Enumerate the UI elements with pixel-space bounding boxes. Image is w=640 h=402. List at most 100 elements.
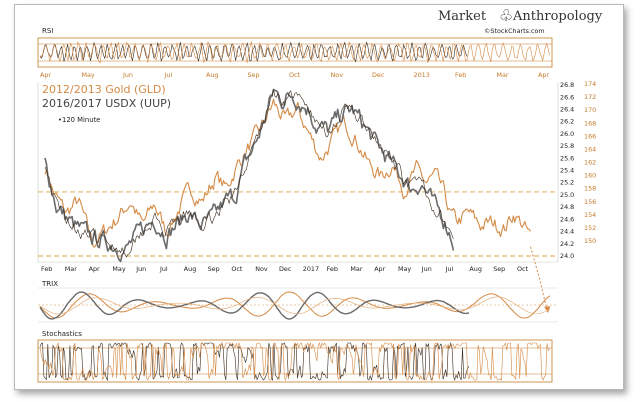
x-tick: 2017 xyxy=(303,265,319,273)
chart-card xyxy=(14,4,624,390)
gold-tick: 158 xyxy=(584,185,596,193)
usd-tick: 25.0 xyxy=(560,191,574,199)
trix-series xyxy=(39,291,551,320)
usd-tick: 24.6 xyxy=(560,215,574,223)
usd-tick: 25.4 xyxy=(560,167,574,175)
brand-left: Market xyxy=(438,9,487,24)
x-tick: Apr xyxy=(374,265,385,273)
main-panel: 26.8 26.6 26.4 26.2 26.0 25.8 25.6 25.4 25.2 25.0… xyxy=(37,80,596,313)
rsi-month: Sep xyxy=(248,71,260,79)
rsi-panel: RSI Apr May Jun Jul Aug Sep Oct Nov Dec 2013 Feb Ma… xyxy=(37,27,553,79)
usd-tick: 26.6 xyxy=(560,93,574,101)
x-tick: Jul xyxy=(445,265,454,273)
x-tick: Apr xyxy=(89,265,100,273)
rsi-series xyxy=(39,41,550,64)
stoch-frame xyxy=(37,339,553,383)
rsi-gold-line xyxy=(39,41,550,64)
rsi-month: May xyxy=(82,71,95,79)
projection-arrow-icon xyxy=(544,305,551,313)
x-tick: Mar xyxy=(65,265,77,273)
gold-tick: 156 xyxy=(584,198,596,206)
brand-credit: ©StockCharts.com xyxy=(484,27,545,35)
usd-tick: 26.4 xyxy=(560,105,574,113)
stoch-gold-line xyxy=(39,341,550,381)
gold-tick: 150 xyxy=(584,237,596,245)
x-tick: Oct xyxy=(231,265,243,273)
x-tick: Oct xyxy=(517,265,529,273)
stoch-usd-line xyxy=(39,341,470,381)
trix-usd-line xyxy=(39,291,470,320)
x-tick: Aug xyxy=(184,265,196,273)
gold-tick: 170 xyxy=(584,106,596,114)
gold-series-line xyxy=(44,98,531,248)
brand-ampersand-icon: ♧ xyxy=(499,6,513,25)
usd-tick: 25.6 xyxy=(560,154,574,162)
rsi-month: Aug xyxy=(206,71,218,79)
usd-tick: 24.8 xyxy=(560,203,574,211)
x-tick: Jul xyxy=(159,265,168,273)
rsi-month-labels: Apr May Jun Jul Aug Sep Oct Nov Dec 2013 Feb Mar Apr xyxy=(40,71,549,79)
rsi-month: Apr xyxy=(538,71,549,79)
x-tick: May xyxy=(398,265,411,273)
usd-tick: 24.4 xyxy=(560,228,574,236)
x-tick: Feb xyxy=(327,265,338,273)
trix-panel: TRIX xyxy=(38,280,558,323)
x-tick: Dec xyxy=(279,265,292,273)
rsi-label: RSI xyxy=(42,27,53,35)
legend-timeframe: 120 Minute xyxy=(62,116,100,124)
usd-tick: 24.0 xyxy=(560,252,574,260)
price-series xyxy=(44,88,551,313)
brand: Market ♧ Anthropology ©StockCharts.com xyxy=(438,6,603,35)
trix-gold-line xyxy=(39,291,551,319)
x-tick: Mar xyxy=(350,265,362,273)
rsi-month: Feb xyxy=(455,71,466,79)
stoch-series xyxy=(39,341,550,381)
rsi-month: Oct xyxy=(289,71,301,79)
stoch-label: Stochastics xyxy=(42,330,82,338)
legend-bullet-icon xyxy=(59,118,61,121)
usd-tick: 25.2 xyxy=(560,179,574,187)
x-axis-labels: Feb Mar Apr May Jun Jul Aug Sep Oct Nov Dec 2017 Feb… xyxy=(41,265,529,273)
guide-lines xyxy=(38,191,558,257)
gold-tick: 172 xyxy=(584,93,596,101)
gold-tick: 152 xyxy=(584,224,596,232)
legend-usd: 2016/2017 USDX (UUP) xyxy=(42,97,171,110)
rsi-month: Jun xyxy=(122,71,133,79)
rsi-month: Mar xyxy=(497,71,509,79)
rsi-month: Apr xyxy=(40,71,51,79)
brand-right: Anthropology xyxy=(512,9,603,24)
x-tick: Sep xyxy=(493,265,505,273)
usd-tick: 26.0 xyxy=(560,130,574,138)
rsi-month: 2013 xyxy=(414,71,430,79)
usd-tick: 24.2 xyxy=(560,240,574,248)
trix-signal-line xyxy=(39,296,551,315)
legend-gold: 2012/2013 Gold (GLD) xyxy=(42,83,166,96)
gold-tick: 174 xyxy=(584,80,596,88)
x-tick: Jun xyxy=(135,265,146,273)
gold-tick: 166 xyxy=(584,132,596,140)
x-tick: Nov xyxy=(255,265,268,273)
usd-tick: 26.8 xyxy=(560,81,574,89)
x-tick: Jun xyxy=(421,265,432,273)
usd-axis-ticks: 26.8 26.6 26.4 26.2 26.0 25.8 25.6 25.4 25.2 25.0… xyxy=(560,81,574,260)
usd-series-accent xyxy=(44,89,454,258)
gold-tick: 154 xyxy=(584,211,596,219)
x-tick: Aug xyxy=(469,265,481,273)
x-tick: May xyxy=(112,265,125,273)
rsi-month: Dec xyxy=(372,71,385,79)
rsi-usd-line xyxy=(39,41,468,63)
rsi-month: Jul xyxy=(164,71,173,79)
trix-label: TRIX xyxy=(41,280,58,288)
rsi-frame xyxy=(37,37,553,68)
x-tick: Feb xyxy=(41,265,52,273)
x-tick: Sep xyxy=(208,265,220,273)
usd-tick: 25.8 xyxy=(560,142,574,150)
rsi-month: Nov xyxy=(331,71,344,79)
gold-tick: 162 xyxy=(584,159,596,167)
usd-tick: 26.2 xyxy=(560,118,574,126)
gold-tick: 168 xyxy=(584,119,596,127)
gold-tick: 164 xyxy=(584,145,596,153)
gold-tick: 160 xyxy=(584,172,596,180)
usd-series-line xyxy=(44,88,455,263)
